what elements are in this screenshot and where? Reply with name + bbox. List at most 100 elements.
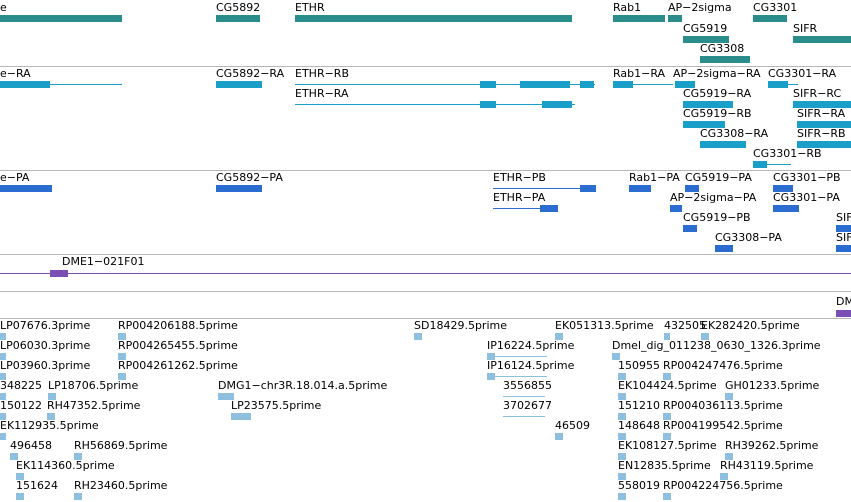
gene-label[interactable]: CG5892 xyxy=(216,1,261,14)
est-feature[interactable] xyxy=(16,493,24,500)
est-label[interactable]: EK104424.5prime xyxy=(618,379,717,392)
est-label[interactable]: RH39262.5prime xyxy=(725,439,819,452)
protein-feature[interactable] xyxy=(0,185,52,192)
est-feature[interactable] xyxy=(48,393,56,400)
transcript-exon[interactable] xyxy=(216,81,262,88)
est-label[interactable]: IP16224.5prime xyxy=(487,339,575,352)
est-feature[interactable] xyxy=(612,353,620,360)
est-feature[interactable] xyxy=(725,453,733,460)
gene-feature[interactable] xyxy=(683,36,729,43)
est-feature[interactable] xyxy=(663,373,671,380)
est-label[interactable]: 496458 xyxy=(10,439,52,452)
protein-label[interactable]: CG3308−PA xyxy=(715,231,782,244)
transcript-label[interactable]: CG5919−RB xyxy=(683,107,752,120)
protein-label[interactable]: SIF xyxy=(836,231,851,244)
transcript-label[interactable]: ETHR−RA xyxy=(295,87,349,100)
gene-feature[interactable] xyxy=(793,36,851,43)
other-feature[interactable] xyxy=(836,310,851,317)
est-feature[interactable] xyxy=(725,393,733,400)
protein-label[interactable]: SIF xyxy=(836,211,851,224)
transcript-exon[interactable] xyxy=(613,81,633,88)
transcript-label[interactable]: Rab1−RA xyxy=(613,67,666,80)
est-feature[interactable] xyxy=(0,333,6,340)
est-label[interactable]: EK114360.5prime xyxy=(16,459,115,472)
protein-label[interactable]: Rab1−PA xyxy=(629,171,680,184)
est-feature[interactable] xyxy=(414,333,422,340)
protein-label[interactable]: ETHR−PB xyxy=(493,171,546,184)
protein-feature[interactable] xyxy=(216,185,262,192)
est-label[interactable]: LP18706.5prime xyxy=(48,379,139,392)
est-feature[interactable] xyxy=(118,353,126,360)
clone-label[interactable]: DME1−021F01 xyxy=(62,255,145,268)
est-feature[interactable] xyxy=(0,373,6,380)
transcript-label[interactable]: CG5892−RA xyxy=(216,67,285,80)
transcript-exon[interactable] xyxy=(797,121,851,128)
est-label[interactable]: EK051313.5prime xyxy=(555,319,654,332)
gene-feature[interactable] xyxy=(700,56,750,63)
transcript-exon[interactable] xyxy=(793,101,851,108)
est-feature[interactable] xyxy=(618,373,626,380)
clone-feature[interactable] xyxy=(50,270,68,277)
est-label[interactable]: 150122 xyxy=(0,399,42,412)
other-label[interactable]: DM xyxy=(836,295,851,308)
est-feature[interactable] xyxy=(218,393,234,400)
protein-feature[interactable] xyxy=(670,205,682,212)
gene-label[interactable]: ETHR xyxy=(295,1,325,14)
transcript-label[interactable]: SIFR−RA xyxy=(797,107,846,120)
est-feature[interactable] xyxy=(618,393,626,400)
transcript-exon[interactable] xyxy=(768,81,788,88)
transcript-exon[interactable] xyxy=(580,81,594,88)
est-label[interactable]: GH01233.5prime xyxy=(725,379,820,392)
est-label[interactable]: RP004247476.5prime xyxy=(663,359,783,372)
est-feature[interactable] xyxy=(720,473,728,480)
transcript-exon[interactable] xyxy=(683,121,725,128)
transcript-exon[interactable] xyxy=(480,101,496,108)
transcript-exon[interactable] xyxy=(542,101,572,108)
transcript-label[interactable]: ETHR−RB xyxy=(295,67,349,80)
protein-label[interactable]: CG3301−PB xyxy=(773,171,841,184)
transcript-label[interactable]: AP−2sigma−RA xyxy=(673,67,761,80)
est-feature[interactable] xyxy=(47,413,55,420)
gene-feature[interactable] xyxy=(613,15,665,22)
est-label[interactable]: EK108127.5prime xyxy=(618,439,717,452)
est-feature[interactable] xyxy=(118,333,126,340)
est-feature[interactable] xyxy=(118,373,126,380)
gene-feature[interactable] xyxy=(295,15,572,22)
est-feature[interactable] xyxy=(701,333,709,340)
est-label[interactable]: 558019 xyxy=(618,479,660,492)
transcript-exon[interactable] xyxy=(520,81,570,88)
est-label[interactable]: 432505 xyxy=(664,319,706,332)
est-feature[interactable] xyxy=(618,433,626,440)
est-feature[interactable] xyxy=(74,493,82,500)
est-feature[interactable] xyxy=(16,473,24,480)
protein-label[interactable]: CG5892−PA xyxy=(216,171,283,184)
est-label[interactable]: RH43119.5prime xyxy=(720,459,814,472)
est-label[interactable]: IP16124.5prime xyxy=(487,359,575,372)
est-label[interactable]: 46509 xyxy=(555,419,590,432)
transcript-label[interactable]: SIFR−RB xyxy=(797,127,846,140)
est-label[interactable]: SD18429.5prime xyxy=(414,319,507,332)
est-label[interactable]: RP004265455.5prime xyxy=(118,339,238,352)
est-label[interactable]: 3702677 xyxy=(503,399,552,412)
est-label[interactable]: LP23575.5prime xyxy=(231,399,322,412)
transcript-exon[interactable] xyxy=(0,81,50,88)
est-feature[interactable] xyxy=(0,393,6,400)
gene-feature[interactable] xyxy=(668,15,682,22)
gene-label[interactable]: CG3308 xyxy=(700,42,745,55)
protein-label[interactable]: CG5919−PB xyxy=(683,211,751,224)
transcript-label[interactable]: SIFR−RC xyxy=(793,87,842,100)
transcript-exon[interactable] xyxy=(700,141,746,148)
transcript-exon[interactable] xyxy=(683,101,733,108)
est-label[interactable]: 3556855 xyxy=(503,379,552,392)
est-label[interactable]: RH47352.5prime xyxy=(47,399,141,412)
est-feature[interactable] xyxy=(663,493,671,500)
est-feature[interactable] xyxy=(231,413,251,420)
est-feature[interactable] xyxy=(663,413,671,420)
est-feature[interactable] xyxy=(663,433,671,440)
gene-label[interactable]: AP−2sigma xyxy=(668,1,732,14)
est-label[interactable]: EK112935.5prime xyxy=(0,419,99,432)
est-feature[interactable] xyxy=(487,373,495,380)
protein-feature[interactable] xyxy=(580,185,596,192)
transcript-label[interactable]: CG5919−RA xyxy=(683,87,752,100)
est-feature[interactable] xyxy=(0,353,6,360)
